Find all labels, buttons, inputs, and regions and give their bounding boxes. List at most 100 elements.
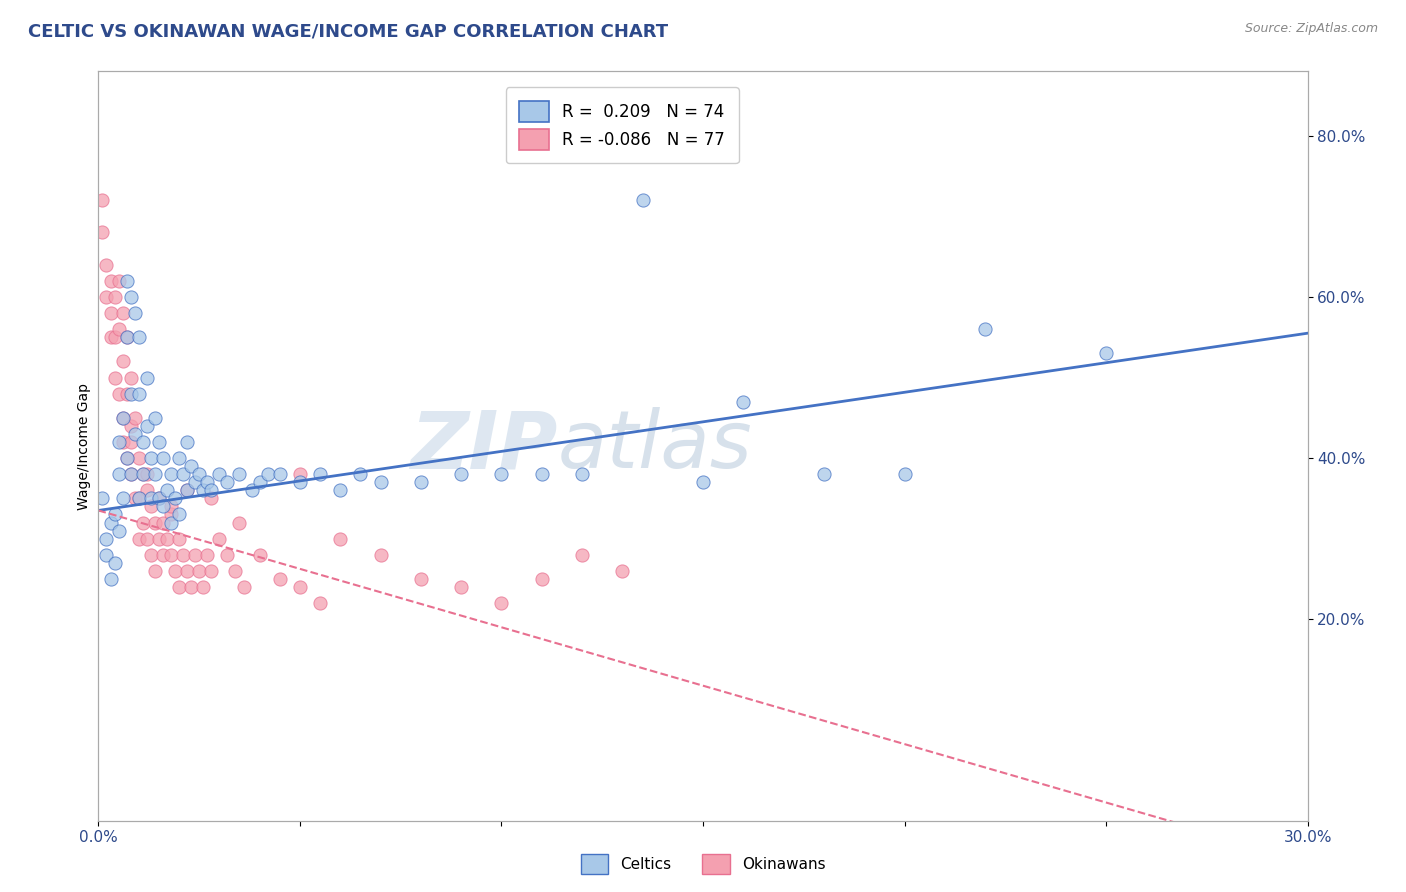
Point — [156, 483, 179, 498]
Point — [124, 426, 146, 441]
Point — [100, 306, 122, 320]
Point — [135, 483, 157, 498]
Point — [370, 548, 392, 562]
Text: CELTIC VS OKINAWAN WAGE/INCOME GAP CORRELATION CHART: CELTIC VS OKINAWAN WAGE/INCOME GAP CORRE… — [28, 22, 668, 40]
Point — [184, 475, 207, 490]
Point — [571, 548, 593, 562]
Point — [107, 322, 129, 336]
Point — [100, 274, 122, 288]
Y-axis label: Wage/Income Gap: Wage/Income Gap — [77, 383, 91, 509]
Point — [195, 548, 218, 562]
Point — [228, 516, 250, 530]
Point — [224, 564, 246, 578]
Point — [139, 500, 162, 514]
Point — [409, 572, 432, 586]
Point — [200, 491, 222, 506]
Point — [249, 548, 271, 562]
Point — [135, 532, 157, 546]
Point — [96, 548, 118, 562]
Point — [288, 475, 311, 490]
Point — [288, 580, 311, 594]
Point — [193, 483, 215, 498]
Point — [176, 483, 198, 498]
Point — [152, 548, 174, 562]
Point — [103, 508, 125, 522]
Point — [329, 532, 352, 546]
Point — [329, 483, 352, 498]
Point — [172, 467, 194, 482]
Point — [160, 516, 183, 530]
Point — [160, 500, 183, 514]
Point — [124, 491, 146, 506]
Point — [143, 564, 166, 578]
Point — [124, 306, 146, 320]
Point — [160, 548, 183, 562]
Point — [100, 330, 122, 344]
Point — [120, 434, 142, 449]
Point — [152, 500, 174, 514]
Point — [143, 516, 166, 530]
Point — [111, 434, 134, 449]
Point — [1095, 346, 1118, 360]
Point — [172, 548, 194, 562]
Point — [167, 580, 190, 594]
Point — [208, 467, 231, 482]
Point — [107, 467, 129, 482]
Point — [135, 418, 157, 433]
Point — [256, 467, 278, 482]
Text: ZIP: ZIP — [411, 407, 558, 485]
Point — [176, 564, 198, 578]
Point — [349, 467, 371, 482]
Point — [139, 491, 162, 506]
Point — [195, 475, 218, 490]
Point — [200, 564, 222, 578]
Point — [143, 410, 166, 425]
Point — [135, 370, 157, 384]
Point — [103, 290, 125, 304]
Point — [188, 467, 211, 482]
Point — [176, 483, 198, 498]
Point — [370, 475, 392, 490]
Point — [309, 596, 332, 610]
Point — [148, 434, 170, 449]
Point — [148, 491, 170, 506]
Point — [111, 306, 134, 320]
Point — [240, 483, 263, 498]
Point — [115, 386, 138, 401]
Point — [103, 370, 125, 384]
Point — [612, 564, 634, 578]
Point — [128, 491, 150, 506]
Point — [139, 451, 162, 466]
Point — [111, 410, 134, 425]
Point — [120, 418, 142, 433]
Point — [288, 467, 311, 482]
Point — [111, 491, 134, 506]
Point — [733, 394, 755, 409]
Point — [107, 274, 129, 288]
Point — [530, 572, 553, 586]
Point — [100, 572, 122, 586]
Point — [974, 322, 997, 336]
Point — [450, 580, 472, 594]
Legend: Celtics, Okinawans: Celtics, Okinawans — [575, 848, 831, 880]
Point — [200, 483, 222, 498]
Point — [103, 556, 125, 570]
Point — [249, 475, 271, 490]
Point — [176, 434, 198, 449]
Point — [111, 410, 134, 425]
Point — [217, 475, 239, 490]
Point — [111, 354, 134, 368]
Point — [96, 532, 118, 546]
Point — [128, 491, 150, 506]
Point — [132, 516, 155, 530]
Point — [893, 467, 915, 482]
Point — [184, 548, 207, 562]
Point — [180, 580, 202, 594]
Point — [100, 516, 122, 530]
Point — [132, 467, 155, 482]
Point — [103, 330, 125, 344]
Point — [152, 516, 174, 530]
Point — [530, 467, 553, 482]
Point — [167, 532, 190, 546]
Point — [96, 258, 118, 272]
